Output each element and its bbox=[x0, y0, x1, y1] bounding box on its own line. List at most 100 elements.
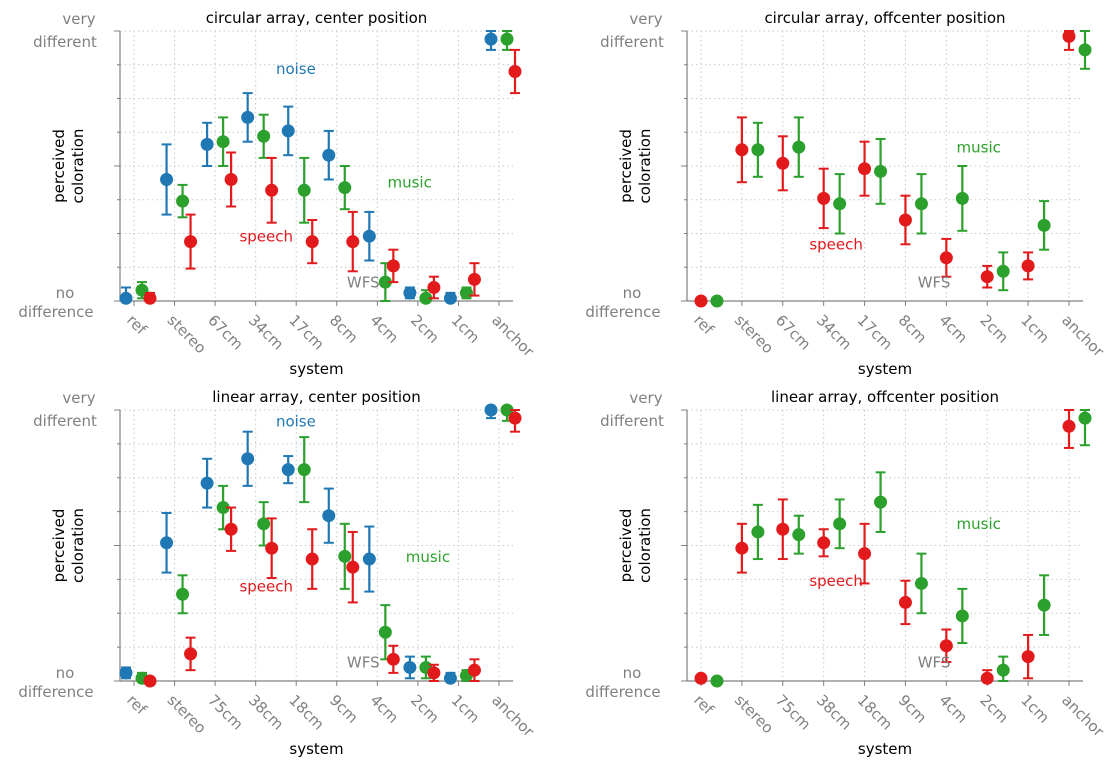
y-tick-label-top: different bbox=[33, 412, 97, 430]
data-point-music bbox=[1078, 411, 1092, 425]
data-point-noise bbox=[443, 291, 457, 305]
data-point-noise bbox=[160, 173, 174, 186]
series-noise bbox=[119, 403, 498, 685]
y-tick-label-top: very bbox=[62, 389, 95, 407]
data-point-music bbox=[1037, 218, 1051, 232]
data-point-speech bbox=[143, 291, 157, 305]
data-point-music bbox=[257, 517, 271, 531]
annotation-wfs: WFS bbox=[347, 653, 380, 671]
data-point-speech bbox=[939, 251, 953, 265]
data-point-music bbox=[500, 32, 514, 46]
data-point-speech bbox=[1062, 29, 1076, 43]
x-tick-label: 75cm bbox=[204, 691, 246, 733]
y-tick-label-bottom: difference bbox=[585, 303, 660, 321]
series-speech bbox=[694, 409, 1076, 685]
data-point-speech bbox=[467, 663, 481, 677]
y-tick-label-bottom: difference bbox=[18, 683, 93, 701]
x-tick-label: 1cm bbox=[448, 691, 484, 727]
data-point-music bbox=[419, 291, 433, 305]
data-point-speech bbox=[427, 666, 441, 680]
data-point-music bbox=[338, 181, 352, 195]
x-tick-label: 4cm bbox=[936, 311, 972, 347]
data-point-noise bbox=[322, 509, 336, 523]
y-tick-label-bottom: no bbox=[56, 284, 75, 302]
y-tick-label-top: different bbox=[600, 412, 664, 430]
y-tick-label-top: very bbox=[629, 10, 662, 28]
series-music bbox=[710, 409, 1092, 688]
data-point-noise bbox=[362, 229, 376, 243]
data-point-music bbox=[833, 197, 847, 211]
data-point-speech bbox=[427, 281, 441, 294]
data-point-music bbox=[914, 197, 928, 211]
x-tick-label: ref bbox=[123, 691, 151, 719]
x-tick-label: 34cm bbox=[813, 311, 855, 353]
grid bbox=[687, 30, 1083, 301]
grid bbox=[120, 409, 513, 681]
x-axis-label: system bbox=[858, 360, 912, 378]
data-point-music bbox=[500, 403, 514, 417]
x-tick-label: 2cm bbox=[976, 311, 1012, 347]
data-point-speech bbox=[980, 671, 994, 685]
data-point-speech bbox=[224, 173, 238, 186]
y-axis-label: perceivedcoloration bbox=[50, 129, 87, 204]
data-point-speech bbox=[386, 652, 400, 666]
x-tick-label: stereo bbox=[164, 691, 210, 737]
data-point-speech bbox=[346, 560, 360, 574]
x-tick-label: 17cm bbox=[285, 311, 327, 353]
annotation-music: music bbox=[957, 515, 1001, 533]
series-noise bbox=[119, 30, 498, 305]
x-axis-label: system bbox=[289, 740, 343, 758]
data-point-music bbox=[1037, 598, 1051, 612]
data-point-music bbox=[792, 140, 806, 154]
data-point-noise bbox=[281, 124, 295, 138]
y-tick-label-bottom: no bbox=[623, 284, 642, 302]
x-tick-label: anchor bbox=[488, 311, 538, 361]
data-point-music bbox=[874, 495, 888, 509]
annotation-music: music bbox=[957, 139, 1001, 157]
data-point-speech bbox=[776, 156, 790, 170]
data-point-music bbox=[216, 135, 230, 149]
x-tick-label: 1cm bbox=[448, 311, 484, 347]
y-tick-label-bottom: no bbox=[623, 664, 642, 682]
chart-title: linear array, center position bbox=[212, 388, 421, 406]
x-tick-label: 34cm bbox=[245, 311, 287, 353]
data-point-speech bbox=[694, 294, 708, 308]
data-point-speech bbox=[265, 183, 279, 197]
data-point-speech bbox=[1021, 259, 1035, 273]
data-point-music bbox=[378, 275, 392, 289]
annotation-music: music bbox=[387, 174, 431, 192]
grid bbox=[120, 30, 513, 301]
x-tick-label: 2cm bbox=[407, 311, 443, 347]
annotation-speech: speech bbox=[239, 578, 293, 596]
x-tick-label: 8cm bbox=[326, 311, 362, 347]
series-music bbox=[710, 30, 1092, 308]
data-point-noise bbox=[322, 148, 336, 162]
data-point-noise bbox=[119, 666, 133, 680]
data-point-speech bbox=[386, 259, 400, 273]
y-axis-label: perceivedcoloration bbox=[617, 508, 654, 583]
data-point-noise bbox=[362, 552, 376, 566]
annotation-noise: noise bbox=[276, 412, 316, 430]
data-point-speech bbox=[143, 674, 157, 688]
data-point-speech bbox=[184, 647, 198, 661]
data-point-music bbox=[1078, 43, 1092, 57]
data-point-music bbox=[710, 674, 724, 688]
data-point-speech bbox=[1021, 650, 1035, 664]
data-point-speech bbox=[508, 411, 522, 425]
x-tick-label: 38cm bbox=[245, 691, 287, 733]
data-point-music bbox=[955, 609, 969, 623]
x-tick-label: anchor bbox=[1058, 691, 1108, 741]
data-point-music bbox=[996, 663, 1010, 677]
data-point-speech bbox=[305, 235, 319, 249]
data-point-music bbox=[459, 286, 473, 300]
data-point-speech bbox=[817, 191, 831, 205]
series-speech bbox=[143, 48, 522, 305]
y-tick-label-bottom: difference bbox=[585, 683, 660, 701]
data-point-speech bbox=[858, 162, 872, 176]
data-point-speech bbox=[694, 671, 708, 685]
data-point-speech bbox=[898, 595, 912, 609]
data-point-noise bbox=[403, 286, 417, 300]
data-point-noise bbox=[241, 110, 255, 124]
x-tick-label: 4cm bbox=[367, 691, 403, 727]
